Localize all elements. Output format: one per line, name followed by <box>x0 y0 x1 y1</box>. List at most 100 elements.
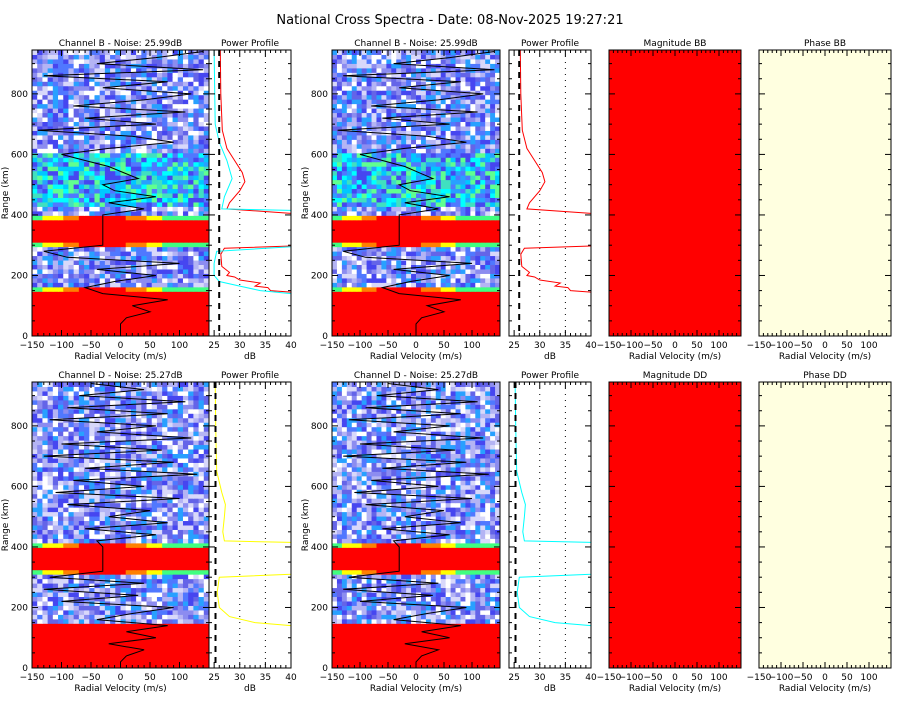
heatmap-cell <box>193 238 199 243</box>
heatmap-cell <box>446 54 451 59</box>
heatmap-cell <box>391 122 396 127</box>
heatmap-cell <box>105 68 111 73</box>
heatmap-cell <box>337 162 342 167</box>
heatmap-cell <box>74 318 80 323</box>
heatmap-cell <box>451 59 456 64</box>
heatmap-cell <box>372 180 377 185</box>
heatmap-cell <box>58 135 64 140</box>
heatmap-cell <box>475 229 480 234</box>
heatmap-cell <box>441 72 446 77</box>
y-tick-label: 800 <box>11 90 28 100</box>
heatmap-cell <box>74 314 80 319</box>
heatmap-cell <box>470 86 475 91</box>
heatmap-cell <box>431 171 436 176</box>
heatmap-cell <box>381 175 386 180</box>
heatmap-cell <box>74 309 80 314</box>
heatmap-cell <box>162 269 168 274</box>
heatmap-cell <box>173 305 179 310</box>
heatmap-cell <box>100 54 106 59</box>
heatmap-cell <box>94 175 100 180</box>
heatmap-cell <box>79 220 85 225</box>
heatmap-cell <box>152 220 158 225</box>
heatmap-cell <box>396 54 401 59</box>
heatmap-cell <box>441 215 446 220</box>
heatmap-cell <box>475 162 480 167</box>
heatmap-cell <box>48 153 54 158</box>
heatmap-cell <box>485 224 490 229</box>
heatmap-cell <box>162 242 168 247</box>
heatmap-cell <box>396 108 401 113</box>
heatmap-cell <box>470 300 475 305</box>
y-tick-label: 600 <box>311 150 328 160</box>
heatmap-cell <box>167 126 173 131</box>
heatmap-cell <box>475 148 480 153</box>
heatmap-cell <box>401 135 406 140</box>
heatmap-cell <box>416 300 421 305</box>
heatmap-cell <box>367 233 372 238</box>
heatmap-cell <box>376 122 381 127</box>
heatmap-cell <box>74 171 80 176</box>
heatmap-cell <box>367 327 372 332</box>
heatmap-cell <box>131 130 137 135</box>
heatmap-cell <box>162 171 168 176</box>
heatmap-cell <box>376 171 381 176</box>
heatmap-cell <box>37 63 43 68</box>
heatmap-cell <box>401 81 406 86</box>
heatmap-cell <box>152 63 158 68</box>
heatmap-cell <box>436 171 441 176</box>
heatmap-cell <box>441 323 446 328</box>
heatmap-cell <box>456 86 461 91</box>
heatmap-cell <box>48 287 54 292</box>
heatmap-cell <box>391 193 396 198</box>
heatmap-cell <box>115 287 121 292</box>
heatmap-cell <box>376 189 381 194</box>
heatmap-cell <box>446 327 451 332</box>
heatmap-cell <box>352 184 357 189</box>
heatmap-cell <box>152 291 158 296</box>
heatmap-cell <box>367 157 372 162</box>
heatmap-cell <box>436 117 441 122</box>
heatmap-cell <box>352 291 357 296</box>
heatmap-cell <box>465 189 470 194</box>
heatmap-cell <box>421 220 426 225</box>
heatmap-cell <box>136 180 142 185</box>
heatmap-cell <box>342 148 347 153</box>
heatmap-cell <box>121 104 127 109</box>
heatmap-cell <box>451 104 456 109</box>
heatmap-cell <box>136 318 142 323</box>
heatmap-cell <box>490 166 495 171</box>
heatmap-cell <box>42 59 48 64</box>
heatmap-cell <box>188 273 194 278</box>
heatmap-cell <box>436 72 441 77</box>
heatmap-cell <box>441 247 446 252</box>
heatmap-cell <box>411 229 416 234</box>
heatmap-cell <box>121 166 127 171</box>
heatmap-cell <box>167 229 173 234</box>
heatmap-cell <box>100 309 106 314</box>
heatmap-cell <box>342 180 347 185</box>
heatmap-cell <box>183 162 189 167</box>
heatmap-cell <box>131 157 137 162</box>
heatmap-cell <box>199 77 205 82</box>
heatmap-cell <box>485 59 490 64</box>
heatmap-cell <box>465 130 470 135</box>
heatmap-cell <box>136 189 142 194</box>
heatmap-cell <box>178 202 184 207</box>
heatmap-cell <box>183 193 189 198</box>
heatmap-cell <box>162 265 168 270</box>
heatmap-cell <box>53 95 59 100</box>
heatmap-cell <box>342 193 347 198</box>
heatmap-cell <box>199 104 205 109</box>
heatmap-cell <box>199 153 205 158</box>
heatmap-cell <box>381 309 386 314</box>
heatmap-cell <box>475 291 480 296</box>
heatmap-cell <box>342 113 347 118</box>
heatmap-cell <box>367 54 372 59</box>
heatmap-cell <box>188 197 194 202</box>
heatmap-cell <box>490 171 495 176</box>
heatmap-cell <box>100 180 106 185</box>
heatmap-cell <box>147 184 153 189</box>
heatmap-cell <box>147 229 153 234</box>
heatmap-cell <box>110 238 116 243</box>
heatmap-cell <box>68 309 74 314</box>
